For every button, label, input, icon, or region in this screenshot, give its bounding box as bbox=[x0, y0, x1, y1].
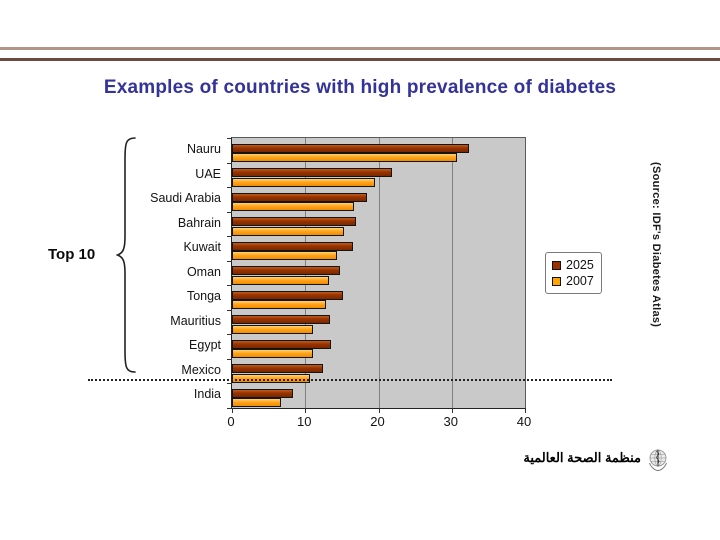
who-emblem-icon bbox=[649, 449, 667, 472]
x-axis-label-30: 30 bbox=[443, 414, 458, 429]
x-axis-label-0: 0 bbox=[227, 414, 235, 429]
category-label: Saudi Arabia bbox=[150, 191, 221, 206]
x-axis-tick-20 bbox=[378, 408, 380, 413]
source-note: (Source: IDF's Diabetes Atlas) bbox=[650, 162, 662, 328]
bar-2007-UAE bbox=[232, 177, 375, 187]
category-label: Kuwait bbox=[183, 240, 221, 255]
x-axis-tick-0 bbox=[232, 408, 233, 413]
category-tick bbox=[227, 260, 232, 262]
x-axis-tick-40 bbox=[525, 408, 526, 413]
category-label: Tonga bbox=[186, 289, 221, 304]
category-tick bbox=[227, 236, 232, 238]
category-axis-labels: Nauru UAE Saudi Arabia Bahrain Kuwait Oman Ton… bbox=[86, 137, 226, 407]
bar-2007-Tonga bbox=[232, 300, 326, 310]
bar-2025-Mexico bbox=[232, 364, 323, 374]
bar-2007-Egypt bbox=[232, 349, 313, 359]
bar-2007-Mauritius bbox=[232, 324, 314, 334]
slide-title: Examples of countries with high prevalen… bbox=[103, 77, 617, 98]
gridline-30 bbox=[451, 138, 453, 408]
category-label: Bahrain bbox=[177, 215, 221, 230]
category-label: Mauritius bbox=[170, 313, 221, 328]
category-tick bbox=[227, 162, 232, 164]
bar-2007-India bbox=[232, 398, 282, 408]
category-tick bbox=[227, 187, 232, 189]
category-tick bbox=[227, 383, 232, 385]
header-divider-bottom bbox=[0, 58, 720, 61]
category-label: Nauru bbox=[186, 142, 221, 156]
bar-2025-Egypt bbox=[232, 339, 331, 349]
bar-2007-Kuwait bbox=[232, 251, 338, 261]
legend-item-2007: 2007 bbox=[552, 273, 601, 289]
x-axis-label-20: 20 bbox=[370, 414, 385, 429]
bar-2025-Kuwait bbox=[232, 241, 353, 251]
bar-2007-Nauru bbox=[232, 153, 457, 162]
chart-legend: 2025 2007 bbox=[545, 252, 602, 294]
category-tick bbox=[227, 408, 232, 409]
category-tick bbox=[227, 334, 232, 336]
legend-label-2007: 2007 bbox=[566, 274, 594, 288]
bar-2007-Oman bbox=[232, 275, 329, 285]
x-axis-tick-10 bbox=[305, 408, 307, 413]
legend-label-2025: 2025 bbox=[566, 258, 594, 272]
bar-2025-UAE bbox=[232, 168, 392, 178]
category-label: Mexico bbox=[181, 362, 221, 377]
bar-2025-Nauru bbox=[232, 143, 469, 153]
legend-swatch-2007 bbox=[552, 276, 561, 286]
x-axis-labels: 0 10 20 30 40 bbox=[0, 414, 720, 430]
category-tick bbox=[227, 211, 232, 213]
x-axis-label-40: 40 bbox=[516, 414, 532, 429]
top10-brace bbox=[116, 137, 136, 373]
bar-2007-Mexico bbox=[232, 373, 310, 383]
category-tick bbox=[227, 358, 232, 360]
top10-group-label: Top 10 bbox=[48, 246, 96, 263]
gridline-20 bbox=[378, 138, 380, 408]
legend-item-2025: 2025 bbox=[552, 257, 601, 273]
category-tick bbox=[227, 309, 232, 311]
category-tick bbox=[227, 138, 232, 139]
x-axis-label-10: 10 bbox=[297, 414, 312, 429]
category-label: India bbox=[193, 387, 221, 402]
bar-2025-Saudi Arabia bbox=[232, 192, 367, 202]
category-label: Oman bbox=[186, 264, 221, 279]
top10-separator-dotted-line bbox=[88, 379, 612, 381]
bar-2025-Bahrain bbox=[232, 217, 356, 227]
x-axis-tick-30 bbox=[451, 408, 453, 413]
bar-2007-Saudi Arabia bbox=[232, 202, 354, 212]
header-divider-top bbox=[0, 47, 720, 50]
bar-2025-Tonga bbox=[232, 290, 344, 300]
plot-area bbox=[227, 137, 526, 413]
bar-2025-Oman bbox=[232, 266, 341, 276]
footer-org-name-arabic: منظمة الصحة العالمية bbox=[523, 450, 641, 465]
category-label: Egypt bbox=[189, 338, 221, 353]
category-label: UAE bbox=[195, 166, 221, 181]
legend-swatch-2025 bbox=[552, 260, 561, 270]
bar-2025-India bbox=[232, 388, 293, 398]
bar-2025-Mauritius bbox=[232, 315, 331, 325]
category-tick bbox=[227, 285, 232, 287]
bar-2007-Bahrain bbox=[232, 226, 345, 236]
